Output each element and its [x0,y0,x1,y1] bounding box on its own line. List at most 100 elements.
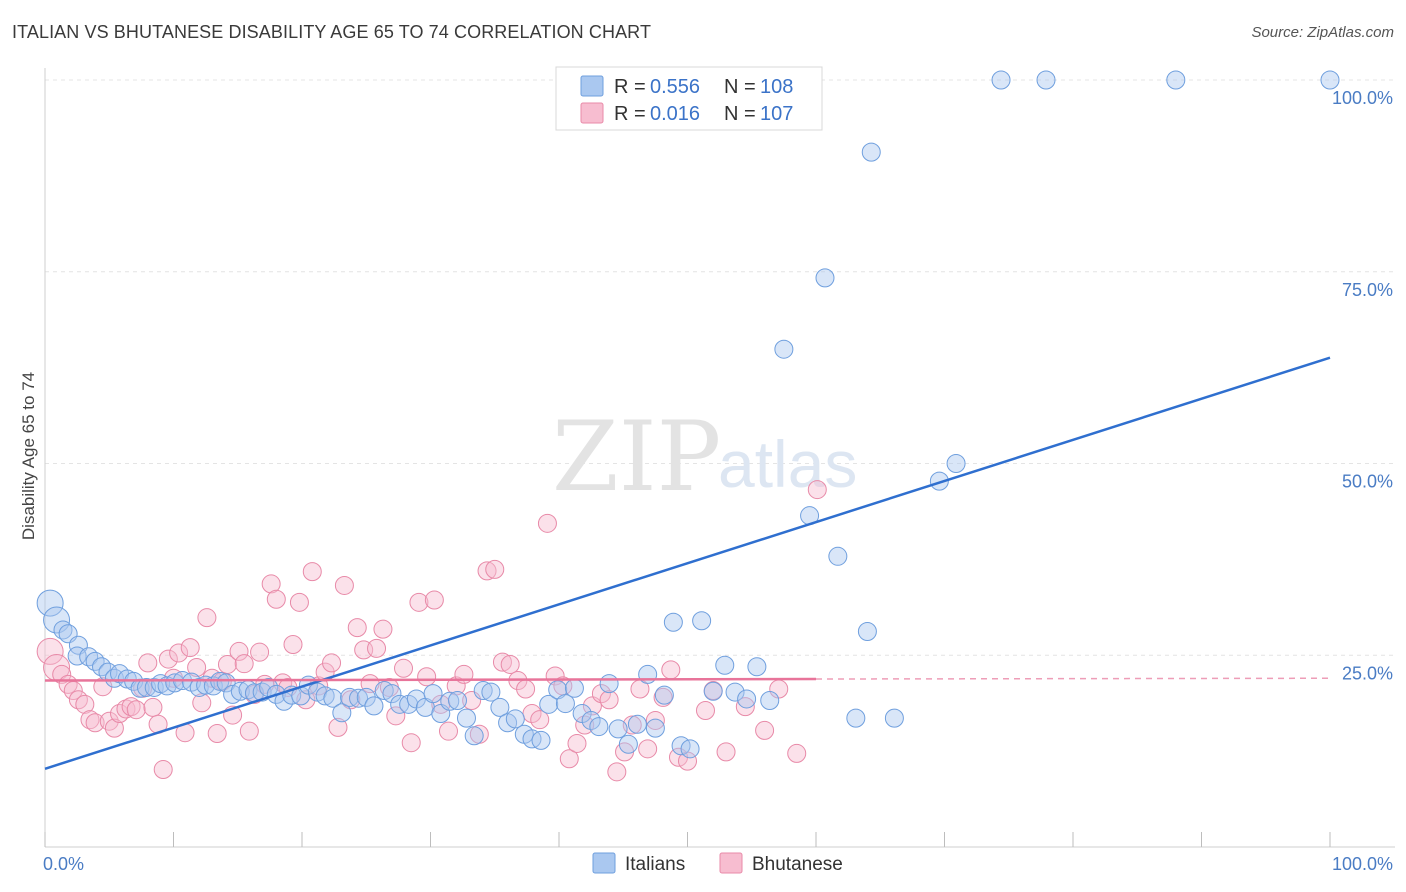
legend-r-value-italians: 0.556 [650,76,700,98]
italian-point [815,268,835,288]
bhutanese-point [104,718,124,738]
bhutanese-point [250,642,270,662]
bhutanese-point [126,700,146,720]
legend-r-label-italians: R = [614,76,646,98]
italians-points [36,70,1340,759]
bhutanese-point [229,641,249,661]
bhutanese-point [322,653,342,673]
bhutanese-point [289,592,309,612]
italian-point [137,677,157,697]
bottom-legend: Italians Bhutanese [592,852,843,875]
watermark-zip: ZIP [552,401,721,513]
italians-trend-line [44,356,1331,770]
trend-lines [44,356,1331,770]
bhutanese-point [591,684,611,704]
bhutanese-point [622,715,642,735]
italian-point [165,673,185,693]
grid-lines [45,79,1395,656]
italian-point [857,621,877,641]
bhutanese-point [121,697,141,717]
chart-title: ITALIAN VS BHUTANESE DISABILITY AGE 65 T… [12,22,652,42]
italian-point [1166,70,1186,90]
bhutanese-point [334,575,354,595]
bhutanese-point [695,700,715,720]
bhutanese-point [716,742,736,762]
bhutanese-point [638,739,658,759]
bhutanese-point [75,694,95,714]
bhutanese-point [492,652,512,672]
y-tick-label: 25.0% [1342,663,1393,683]
italian-point [715,655,735,675]
legend-swatch-bhutanese [580,102,604,124]
italian-point [505,709,525,729]
bhutanese-point [735,697,755,717]
italian-point [555,694,575,714]
italian-point [223,684,243,704]
italian-point [36,589,64,617]
italian-point [85,651,105,671]
italian-point [53,620,73,640]
italian-point [315,686,335,706]
bhutanese-point [239,721,259,741]
bhutanese-point [80,710,100,730]
bhutanese-point [367,638,387,658]
bhutanese-point [197,608,217,628]
bhutanese-point [807,480,827,500]
italian-point [692,611,712,631]
watermark-atlas: atlas [718,427,857,501]
italian-point [1320,70,1340,90]
bhutanese-trend-extension [815,677,1331,680]
bhutanese-point [787,743,807,763]
italian-point [703,681,723,701]
y-tick-labels: 25.0% 50.0% 75.0% 100.0% [1332,88,1393,683]
bhutanese-point [266,589,286,609]
italian-point [828,546,848,566]
italian-point [589,717,609,737]
bhutanese-point [417,667,437,687]
legend-n-value-italians: 108 [760,76,793,98]
bhutanese-point [180,638,200,658]
legend-n-label-italians: N = [724,76,756,98]
bhutanese-point [516,679,536,699]
italian-point [374,681,394,701]
bhutanese-point [567,733,587,753]
bhutanese-point [36,637,64,665]
bhutanese-point [530,710,550,730]
italian-point [627,714,647,734]
italian-point [332,703,352,723]
italian-point [539,694,559,714]
legend-n-value-bhutanese: 107 [760,103,793,125]
italian-point [680,739,700,759]
italian-point [473,681,493,701]
source-label: Source: ZipAtlas.com [1251,24,1394,41]
bhutanese-point [661,660,681,680]
bhutanese-point [500,654,520,674]
italian-point [929,471,949,491]
bhutanese-point [386,706,406,726]
y-axis-label: Disability Age 65 to 74 [19,372,38,540]
legend-r-label-bhutanese: R = [614,103,646,125]
legend-r-value-bhutanese: 0.016 [650,103,700,125]
bhutanese-point [424,590,444,610]
x-tick-labels: 0.0% 100.0% [43,854,1393,874]
bhutanese-point [153,760,173,780]
bottom-legend-swatch-italians [592,852,616,874]
y-tick-label: 100.0% [1332,88,1393,108]
italian-point [364,696,384,716]
italian-point [946,454,966,473]
bhutanese-point [537,513,557,533]
italian-point [531,730,551,750]
bhutanese-point [85,713,105,733]
italian-point [230,681,250,701]
bhutanese-point [52,664,72,684]
italian-point [861,142,881,162]
x-tick-label: 100.0% [1332,854,1393,874]
italian-point [440,691,460,711]
bottom-legend-swatch-bhutanese [719,852,743,874]
italian-point [638,664,658,684]
bhutanese-point [394,658,414,678]
italian-point [991,70,1011,90]
italian-point [323,688,343,708]
bhutanese-point [261,574,281,594]
